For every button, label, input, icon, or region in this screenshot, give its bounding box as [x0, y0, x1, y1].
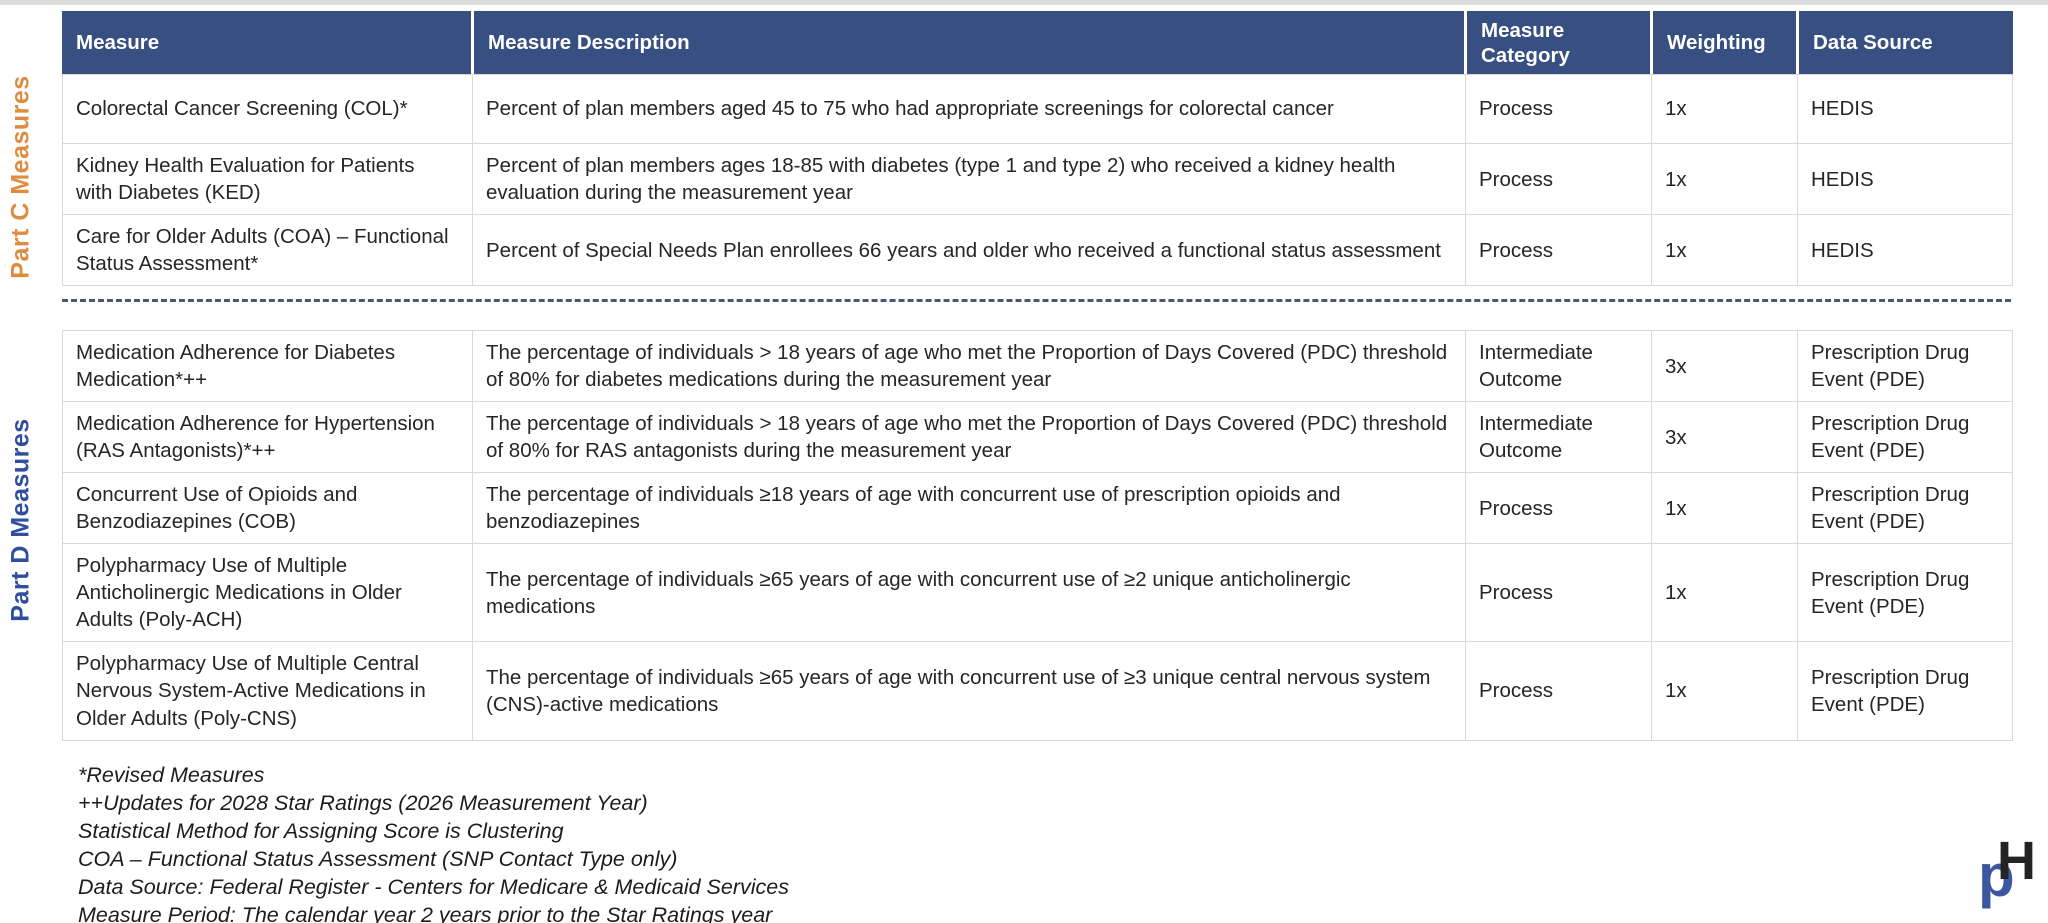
measure-cell: Medication Adherence for Diabetes Medica… [76, 341, 396, 392]
table-row: Kidney Health Evaluation for Patients wi… [63, 143, 2012, 215]
weighting-cell: 3x [1651, 402, 1797, 473]
data-source-cell: HEDIS [1797, 215, 2012, 286]
data-source-cell: Prescription Drug Event (PDE) [1797, 331, 2012, 402]
part-d-table: Medication Adherence for Diabetes Medica… [62, 330, 2013, 741]
measure-cell: Polypharmacy Use of Multiple Anticholine… [76, 554, 402, 632]
header-cell-description: Measure Description [471, 11, 1464, 74]
category-cell: Process [1465, 215, 1651, 286]
logo-letter-h: H [1997, 831, 2036, 891]
table-header-row: Measure Measure Description Measure Cate… [62, 11, 2013, 74]
category-cell: Process [1465, 642, 1651, 740]
data-source-cell: HEDIS [1797, 144, 2012, 215]
weighting-cell: 1x [1651, 144, 1797, 215]
category-cell: Intermediate Outcome [1465, 402, 1651, 473]
footnotes-block: *Revised Measures ++Updates for 2028 Sta… [78, 761, 789, 923]
measure-cell: Colorectal Cancer Screening (COL)* [76, 97, 408, 121]
table-row: Care for Older Adults (COA) – Functional… [63, 214, 2012, 286]
description-cell: Percent of plan members aged 45 to 75 wh… [472, 75, 1465, 143]
footnote-line: *Revised Measures [78, 763, 265, 787]
footnote-line: ++Updates for 2028 Star Ratings (2026 Me… [78, 791, 648, 815]
weighting-cell: 1x [1651, 75, 1797, 143]
data-source-cell: Prescription Drug Event (PDE) [1797, 473, 2012, 544]
footnote-line: COA – Functional Status Assessment (SNP … [78, 847, 678, 871]
description-cell: The percentage of individuals > 18 years… [472, 331, 1465, 402]
description-cell: Percent of Special Needs Plan enrollees … [472, 215, 1465, 286]
table-row: Medication Adherence for Hypertension (R… [63, 401, 2012, 473]
top-edge-strip [0, 0, 2048, 5]
table-row: Polypharmacy Use of Multiple Anticholine… [63, 543, 2012, 642]
measure-cell: Kidney Health Evaluation for Patients wi… [76, 154, 415, 205]
header-cell-category: Measure Category [1464, 11, 1650, 74]
weighting-cell: 1x [1651, 215, 1797, 286]
part-c-table-body: Colorectal Cancer Screening (COL)* Perce… [62, 74, 2013, 287]
category-cell: Process [1465, 473, 1651, 544]
category-cell: Intermediate Outcome [1465, 331, 1651, 402]
data-source-cell: Prescription Drug Event (PDE) [1797, 402, 2012, 473]
category-cell: Process [1465, 544, 1651, 642]
weighting-cell: 3x [1651, 331, 1797, 402]
data-source-cell: Prescription Drug Event (PDE) [1797, 642, 2012, 740]
section-divider-dashed-line [62, 299, 2011, 302]
table-row: Medication Adherence for Diabetes Medica… [63, 331, 2012, 402]
description-cell: The percentage of individuals ≥18 years … [472, 473, 1465, 544]
weighting-cell: 1x [1651, 473, 1797, 544]
footnote-line: Data Source: Federal Register - Centers … [78, 875, 789, 899]
ph-company-logo: p H [1978, 831, 2036, 912]
table-row: Colorectal Cancer Screening (COL)* Perce… [63, 75, 2012, 143]
description-cell: The percentage of individuals > 18 years… [472, 402, 1465, 473]
part-c-table: Measure Measure Description Measure Cate… [62, 11, 2013, 287]
data-source-cell: Prescription Drug Event (PDE) [1797, 544, 2012, 642]
header-cell-measure: Measure [62, 11, 471, 74]
description-cell: The percentage of individuals ≥65 years … [472, 642, 1465, 740]
data-source-cell: HEDIS [1797, 75, 2012, 143]
header-cell-weighting: Weighting [1650, 11, 1796, 74]
measure-cell: Care for Older Adults (COA) – Functional… [76, 225, 449, 276]
footnote-line: Statistical Method for Assigning Score i… [78, 819, 564, 843]
footnote-line: Measure Period: The calendar year 2 year… [78, 903, 773, 923]
description-cell: The percentage of individuals ≥65 years … [472, 544, 1465, 642]
header-cell-data-source: Data Source [1796, 11, 2013, 74]
table-row: Polypharmacy Use of Multiple Central Ner… [63, 641, 2012, 740]
part-d-table-body: Medication Adherence for Diabetes Medica… [62, 330, 2013, 741]
part-d-section-label: Part D Measures [6, 418, 35, 622]
part-c-section-label: Part C Measures [6, 75, 35, 279]
category-cell: Process [1465, 144, 1651, 215]
category-cell: Process [1465, 75, 1651, 143]
weighting-cell: 1x [1651, 544, 1797, 642]
measure-cell: Medication Adherence for Hypertension (R… [76, 412, 435, 463]
description-cell: Percent of plan members ages 18-85 with … [472, 144, 1465, 215]
table-row: Concurrent Use of Opioids and Benzodiaze… [63, 472, 2012, 544]
weighting-cell: 1x [1651, 642, 1797, 740]
measure-cell: Polypharmacy Use of Multiple Central Ner… [76, 652, 426, 730]
measure-cell: Concurrent Use of Opioids and Benzodiaze… [76, 483, 358, 534]
logo-letter-p: p [1978, 842, 2015, 909]
